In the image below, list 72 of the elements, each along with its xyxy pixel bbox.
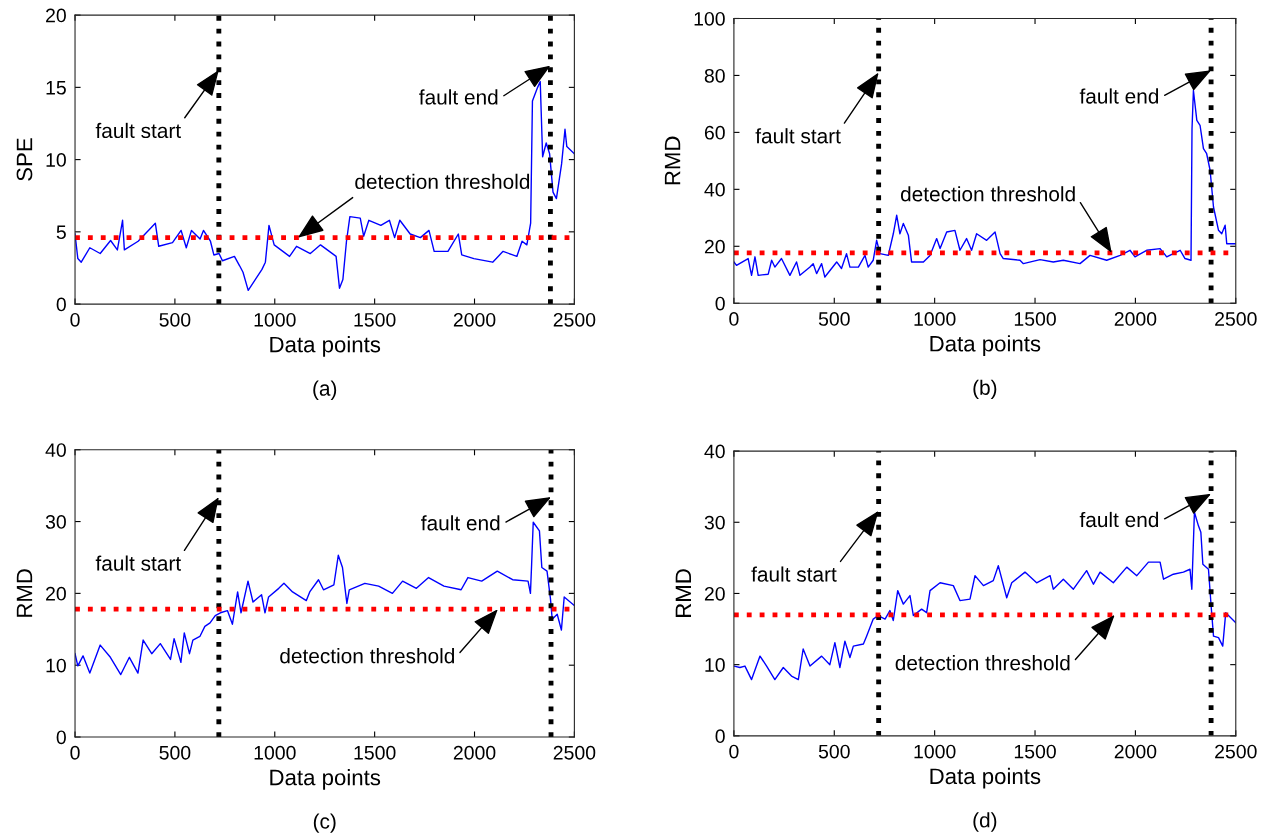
- y-axis-title: RMD: [664, 136, 681, 185]
- y-tick-label: 20: [46, 8, 66, 23]
- y-tick-label: 40: [45, 443, 66, 457]
- x-tick-label: 500: [159, 745, 191, 760]
- x-tick-label: 500: [818, 312, 850, 326]
- annotation: detection threshold: [895, 655, 1070, 671]
- x-tick-label: 1500: [354, 312, 396, 327]
- x-axis-title: Data points: [270, 769, 381, 790]
- text: (b): [973, 379, 997, 400]
- annotation: detection threshold: [355, 173, 530, 190]
- y-tick-label: 10: [46, 153, 66, 167]
- annotation: fault start: [95, 555, 181, 571]
- y-tick-label: 10: [46, 658, 66, 673]
- annotation: fault end: [421, 515, 500, 531]
- line-series: [733, 511, 1236, 681]
- y-tick-label: 40: [704, 444, 725, 459]
- y-tick-label: 0: [56, 297, 66, 312]
- annotation: fault start: [95, 122, 181, 139]
- text: (d): [973, 812, 997, 832]
- y-axis-title: RMD: [16, 569, 33, 617]
- y-tick-label: 0: [715, 729, 725, 744]
- y-axis-title: RMD: [675, 569, 691, 617]
- x-tick-label: 2500: [553, 312, 596, 327]
- y-tick-label: 20: [46, 586, 66, 601]
- x-tick-label: 2000: [1114, 744, 1157, 759]
- x-tick-label: 2000: [1114, 312, 1157, 326]
- annotation: detection threshold: [280, 648, 455, 664]
- x-tick-label: 1500: [1014, 744, 1056, 759]
- annotation: fault end: [419, 89, 498, 105]
- x-tick-label: 500: [159, 312, 191, 327]
- x-tick-label: 1000: [914, 744, 956, 759]
- y-tick-label: 15: [46, 81, 66, 95]
- x-tick-label: 0: [729, 744, 739, 759]
- text: (c): [313, 813, 336, 833]
- x-tick-label: 1500: [1014, 312, 1056, 326]
- y-axis-title: SPE: [16, 138, 33, 181]
- annotation: fault end: [1079, 511, 1159, 528]
- x-axis-title: Data points: [270, 336, 381, 357]
- y-tick-label: 40: [704, 182, 725, 197]
- y-tick-label: 20: [704, 586, 725, 601]
- y-tick-label: 10: [705, 658, 725, 672]
- annotation: detection threshold: [900, 186, 1075, 202]
- x-tick-label: 0: [70, 745, 80, 760]
- x-tick-label: 2500: [1215, 744, 1257, 759]
- y-tick-label: 20: [704, 239, 725, 254]
- line-series: [75, 80, 575, 292]
- text: (a): [313, 380, 337, 400]
- y-tick-label: 60: [704, 125, 725, 140]
- x-tick-label: 2000: [453, 312, 496, 327]
- x-tick-label: 2500: [1215, 312, 1257, 326]
- x-tick-label: 500: [818, 744, 850, 759]
- y-tick-label: 0: [715, 296, 725, 311]
- x-tick-label: 0: [729, 312, 739, 326]
- x-tick-label: 1000: [254, 745, 296, 760]
- x-tick-label: 2500: [553, 745, 596, 760]
- y-tick-label: 30: [704, 515, 725, 530]
- x-axis-title: Data points: [930, 767, 1041, 789]
- x-tick-label: 1000: [914, 312, 956, 326]
- line-series: [733, 89, 1236, 278]
- y-tick-label: 100: [694, 11, 725, 26]
- annotation: fault start: [755, 128, 841, 144]
- y-tick-label: 30: [45, 515, 66, 529]
- x-tick-label: 2000: [453, 745, 496, 760]
- y-tick-label: 80: [704, 68, 725, 83]
- x-tick-label: 1000: [254, 312, 296, 327]
- x-tick-label: 1500: [354, 745, 396, 760]
- y-tick-label: 5: [56, 225, 66, 240]
- x-tick-label: 0: [70, 312, 80, 327]
- annotation: fault end: [1079, 88, 1159, 104]
- annotation: fault start: [751, 566, 837, 582]
- x-axis-title: Data points: [930, 335, 1041, 356]
- y-tick-label: 0: [56, 730, 66, 745]
